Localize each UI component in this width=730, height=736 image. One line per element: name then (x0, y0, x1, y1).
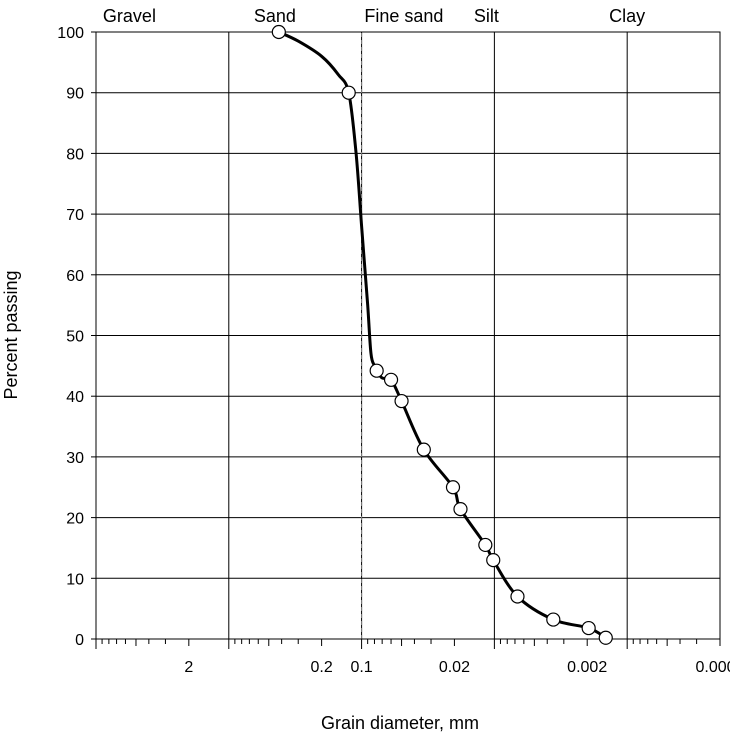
zone-label: Silt (474, 6, 499, 26)
x-axis-title: Grain diameter, mm (321, 713, 479, 733)
x-tick-label: 0.02 (439, 659, 470, 676)
grading-curve (277, 30, 608, 640)
y-tick-label: 90 (66, 86, 84, 103)
data-point (510, 589, 525, 604)
data-point (369, 363, 384, 378)
data-point (546, 612, 561, 627)
data-point (394, 393, 409, 409)
x-tick-label: 0.0002 (696, 659, 730, 676)
y-tick-label: 100 (57, 25, 84, 42)
data-point (445, 480, 461, 495)
y-tick-label: 40 (66, 389, 84, 406)
data-point (486, 552, 501, 568)
data-point (598, 630, 613, 645)
axis-ticks: 0 10 20 30 40 50 60 70 80 90 100 2 0.2 0.1 0.02 0.002 0.… (57, 25, 730, 676)
zone-label: Sand (254, 6, 296, 26)
x-tick-label: 0.1 (350, 659, 372, 676)
y-tick-label: 10 (66, 571, 84, 588)
y-tick-label: 0 (75, 632, 84, 649)
zone-label: Gravel (103, 6, 156, 26)
zone-label: Fine sand (364, 6, 443, 26)
grid (95, 31, 721, 640)
x-tick-label: 2 (184, 659, 193, 676)
data-point (271, 24, 286, 40)
x-tick-label: 0.2 (310, 659, 332, 676)
data-point (453, 502, 468, 517)
y-tick-label: 20 (66, 511, 84, 528)
data-point (581, 620, 596, 636)
series-line (277, 30, 608, 640)
y-tick-label: 60 (66, 268, 84, 285)
y-tick-label: 80 (66, 146, 84, 163)
zone-label: Clay (609, 6, 645, 26)
y-axis-title: Percent passing (1, 270, 21, 399)
data-point (383, 372, 399, 387)
data-point (341, 85, 356, 100)
data-point (416, 442, 431, 457)
x-tick-label: 0.002 (567, 659, 607, 676)
data-point (478, 537, 493, 553)
y-tick-label: 50 (66, 329, 84, 346)
y-tick-label: 70 (66, 207, 84, 224)
zone-labels: Gravel Sand Fine sand Silt Clay (103, 6, 645, 26)
data-points (271, 24, 613, 645)
y-tick-label: 30 (66, 450, 84, 467)
